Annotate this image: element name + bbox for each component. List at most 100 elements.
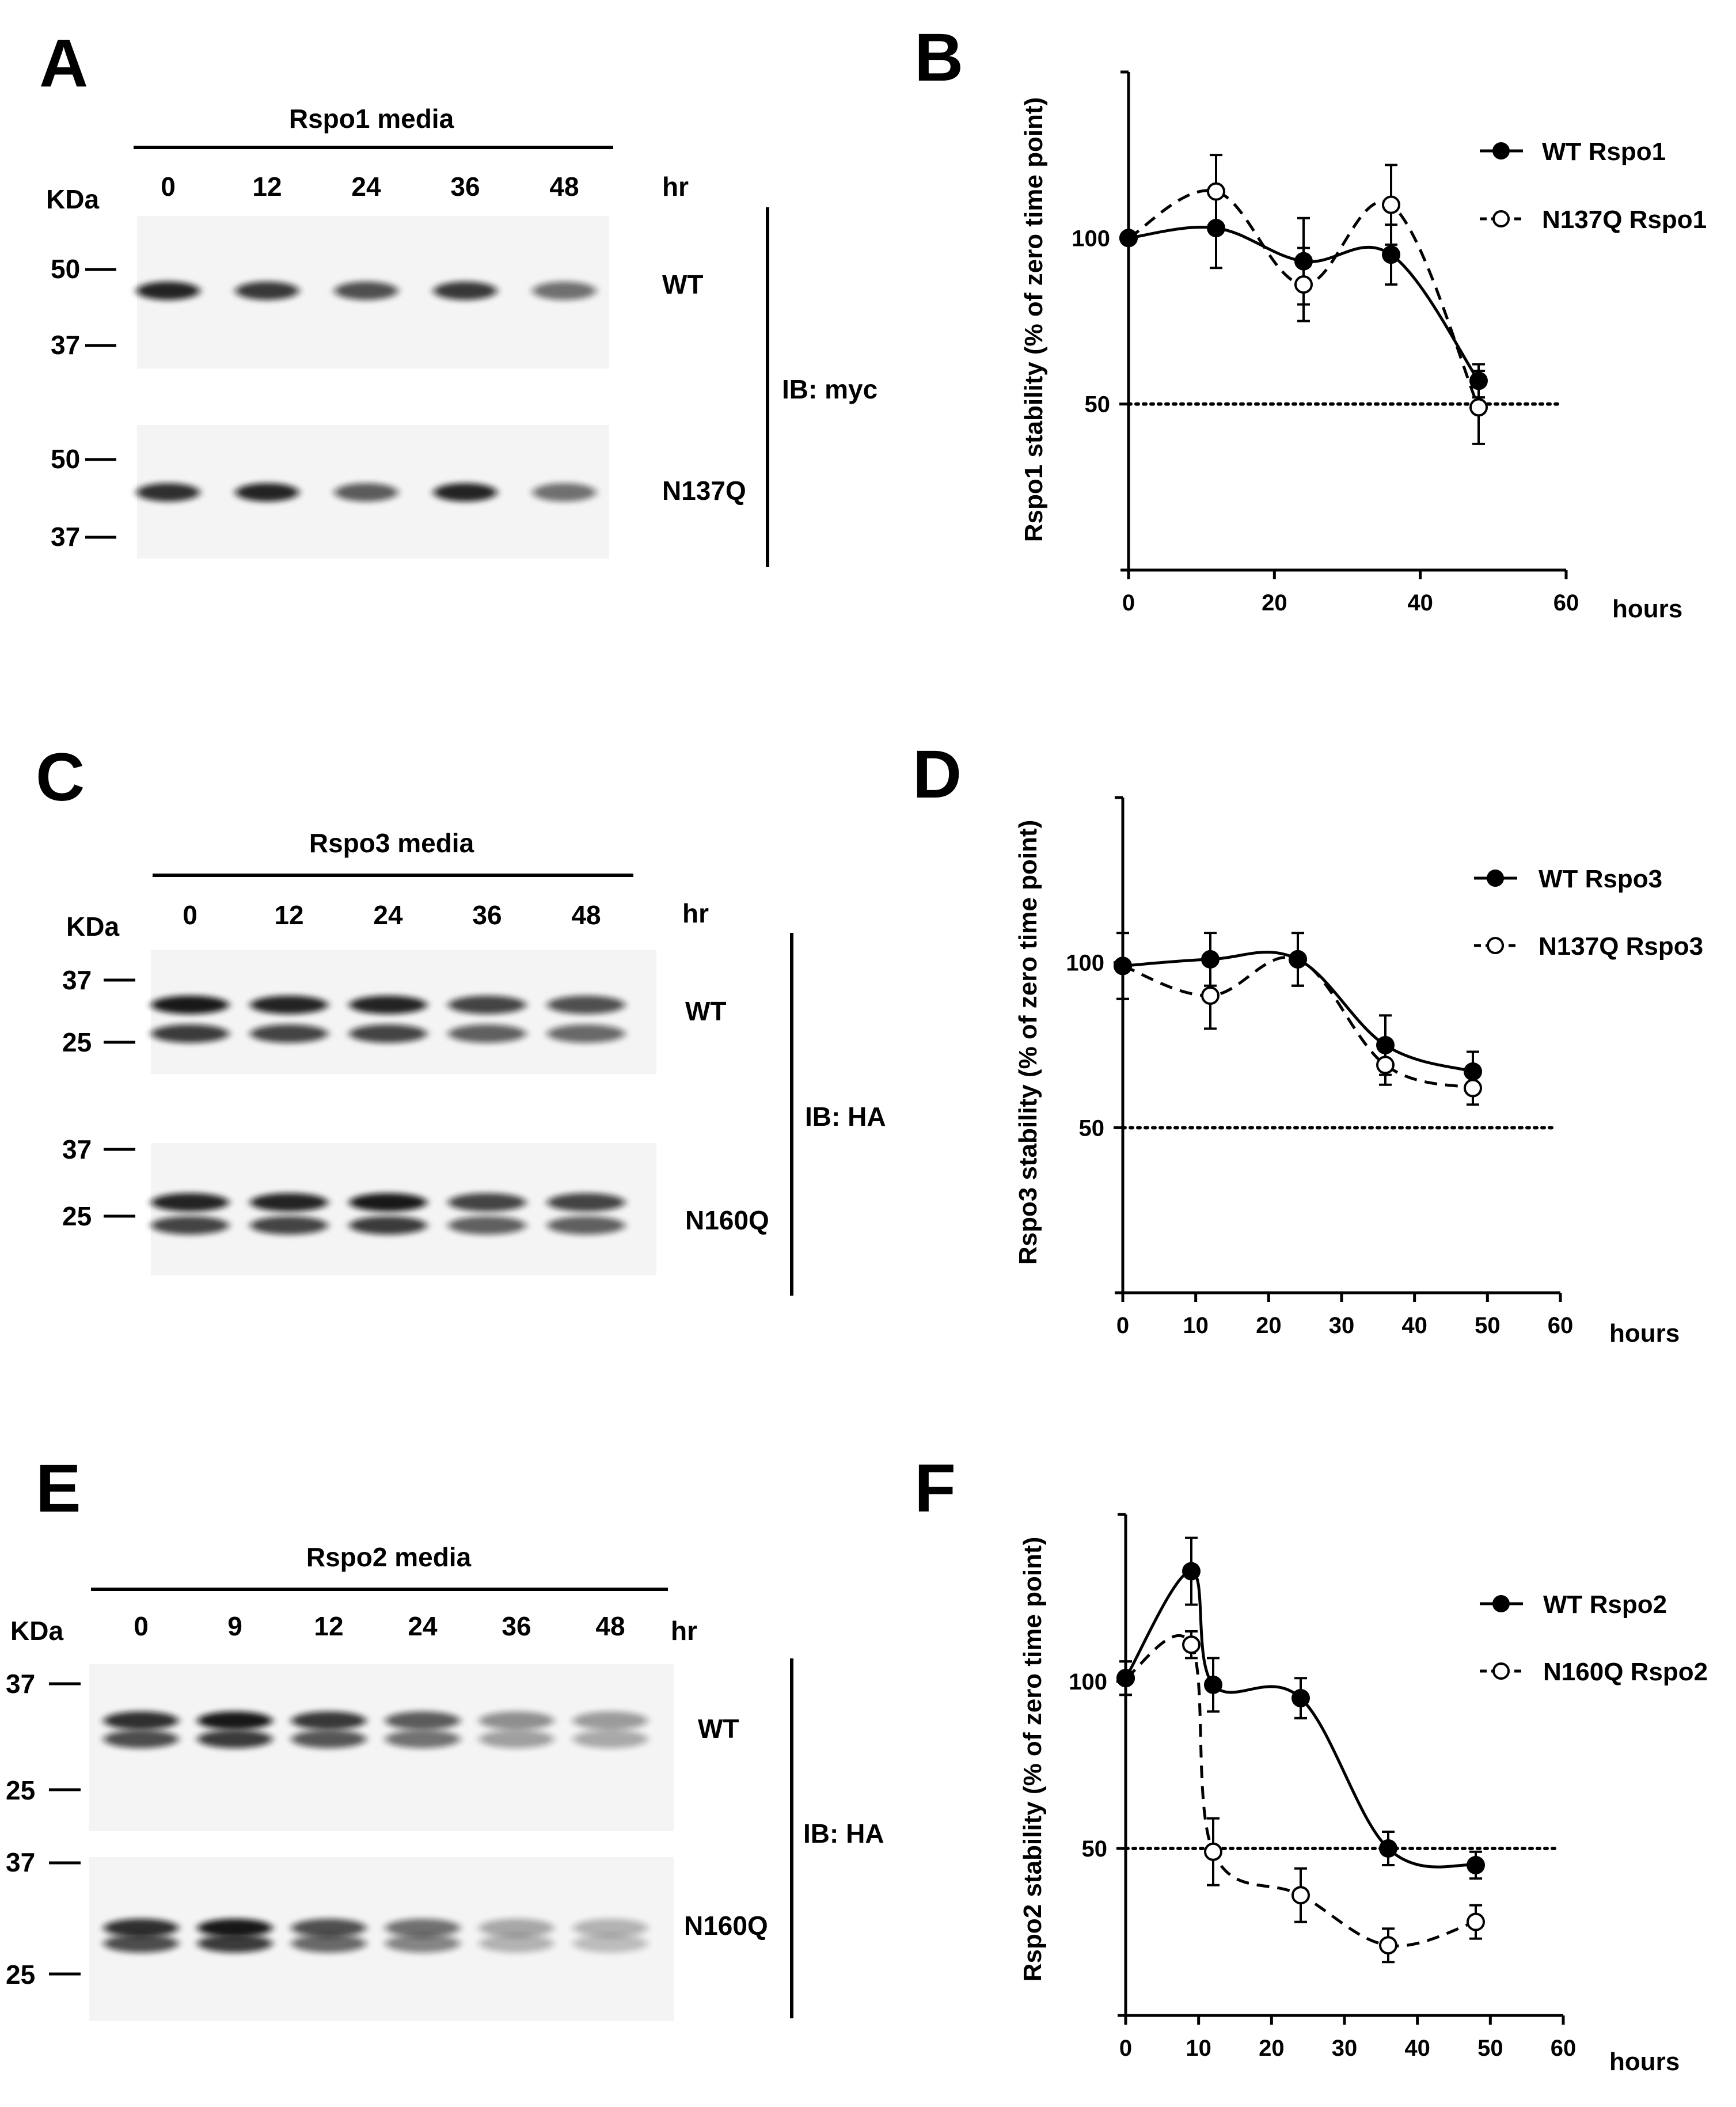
blot-band — [385, 1730, 460, 1748]
data-point — [1467, 1912, 1485, 1931]
panel-a-label: A — [39, 25, 88, 101]
x-tick-label: 0 — [1122, 590, 1135, 616]
blot-band — [479, 1711, 554, 1730]
data-point — [1376, 1036, 1395, 1054]
panel-c-marker-37-bottom: 37 — [62, 1134, 92, 1164]
blot-band — [533, 282, 596, 300]
panel-f-x-axis-label: hours — [1609, 2048, 1680, 2076]
data-point — [1469, 398, 1488, 417]
x-tick-label: 20 — [1259, 2036, 1285, 2061]
data-point — [1294, 275, 1313, 294]
blot-band — [197, 1730, 272, 1748]
x-tick-label: 30 — [1332, 2036, 1358, 2061]
lane-label: 36 — [450, 172, 480, 202]
panel-e-marker-25-bottom: 25 — [6, 1960, 35, 1990]
legend-marker-open — [1492, 1662, 1510, 1680]
lane-label: 24 — [351, 172, 381, 202]
panel-c: C Rspo3 media KDa hr 0 12 24 36 48 37 25 37 … — [36, 739, 886, 1296]
panel-c-blot-name-n160q: N160Q — [685, 1205, 769, 1235]
panel-e-media-label: Rspo2 media — [306, 1542, 472, 1572]
panel-c-marker-37-top: 37 — [62, 965, 92, 995]
blot-band — [385, 1919, 460, 1937]
blot-band — [434, 483, 497, 502]
panel-e-blot-name-n160q: N160Q — [684, 1911, 768, 1941]
blot-band — [335, 282, 398, 300]
panel-c-blot-name-wt: WT — [685, 996, 727, 1026]
data-point — [1289, 950, 1307, 969]
y-tick-label: 50 — [1079, 1115, 1105, 1141]
data-point — [1207, 182, 1225, 201]
blot-band — [151, 1193, 229, 1212]
x-tick-label: 20 — [1256, 1313, 1282, 1338]
legend-marker-open — [1492, 210, 1510, 227]
x-tick-label: 20 — [1262, 590, 1287, 616]
lane-label: 0 — [183, 900, 197, 930]
blot-band — [479, 1730, 554, 1748]
panel-e: E Rspo2 media KDa hr 0 9 12 24 36 48 37 25 37… — [6, 1451, 884, 2021]
blot-band — [573, 1934, 648, 1953]
x-tick-label: 40 — [1404, 2036, 1430, 2061]
blot-band — [291, 1730, 366, 1748]
blot-band — [573, 1730, 648, 1748]
x-tick-label: 0 — [1116, 1313, 1129, 1338]
blot-band — [448, 1216, 526, 1235]
panel-b-legend-wt: WT Rspo1 — [1542, 138, 1666, 166]
data-point — [1382, 195, 1400, 214]
x-tick-label: 40 — [1401, 1313, 1427, 1338]
blot-band — [479, 1919, 554, 1937]
blot-band — [349, 996, 427, 1014]
blot-band — [434, 282, 497, 300]
x-tick-label: 40 — [1407, 590, 1433, 616]
panel-d-chart: D Rspo3 stability (% of zero time point)… — [913, 736, 1703, 1347]
data-point — [1469, 371, 1488, 390]
blot-band — [291, 1919, 366, 1937]
panel-b-label: B — [914, 20, 963, 96]
blot-band — [335, 483, 398, 502]
panel-a-blot-name-wt: WT — [662, 269, 704, 299]
blot-band — [349, 1024, 427, 1043]
blot-band — [547, 1216, 625, 1235]
y-tick-label: 50 — [1082, 1836, 1108, 1862]
blot-band — [104, 1919, 178, 1937]
blot-band — [547, 1024, 625, 1043]
blot-band — [151, 1024, 229, 1043]
blot-band — [250, 1024, 328, 1043]
lane-label: 9 — [227, 1611, 242, 1641]
x-tick-label: 30 — [1329, 1313, 1355, 1338]
panel-d-label: D — [913, 736, 962, 813]
panel-a-marker-37-bottom: 37 — [51, 522, 80, 552]
panel-c-label: C — [36, 739, 85, 815]
blot-band — [448, 996, 526, 1014]
blot-band — [448, 1193, 526, 1212]
panel-a-kda-label: KDa — [46, 184, 99, 214]
blot-band — [104, 1711, 178, 1730]
blot-band — [349, 1193, 427, 1212]
panel-a-ib-label: IB: myc — [782, 374, 878, 404]
x-tick-label: 10 — [1183, 1313, 1209, 1338]
x-tick-label: 0 — [1119, 2036, 1132, 2061]
lane-label: 36 — [502, 1611, 531, 1641]
blot-band — [547, 996, 625, 1014]
blot-band — [573, 1919, 648, 1937]
lane-label: 48 — [571, 900, 601, 930]
y-tick-label: 50 — [1085, 392, 1111, 417]
panel-e-time-unit: hr — [671, 1616, 697, 1646]
series-line — [1127, 189, 1480, 408]
blot-band — [235, 483, 299, 502]
panel-a-marker-50-top: 50 — [51, 254, 80, 284]
data-point — [1291, 1689, 1310, 1707]
blot-band — [479, 1934, 554, 1953]
lane-label: 12 — [274, 900, 303, 930]
panel-b-y-axis-label: Rspo1 stability (% of zero time point) — [1020, 97, 1048, 542]
panel-c-marker-25-bottom: 25 — [62, 1201, 92, 1231]
panel-f-legend-wt: WT Rspo2 — [1543, 1590, 1667, 1619]
panel-b-legend-mutant: N137Q Rspo1 — [1542, 206, 1707, 234]
panel-d-x-axis-label: hours — [1609, 1319, 1680, 1347]
blot-band — [197, 1919, 272, 1937]
y-tick-label: 100 — [1072, 226, 1110, 251]
panel-b-chart: B Rspo1 stability (% of zero time point)… — [914, 20, 1707, 623]
panel-c-marker-25-top: 25 — [62, 1027, 92, 1057]
data-point — [1119, 229, 1138, 248]
blot-band — [197, 1711, 272, 1730]
